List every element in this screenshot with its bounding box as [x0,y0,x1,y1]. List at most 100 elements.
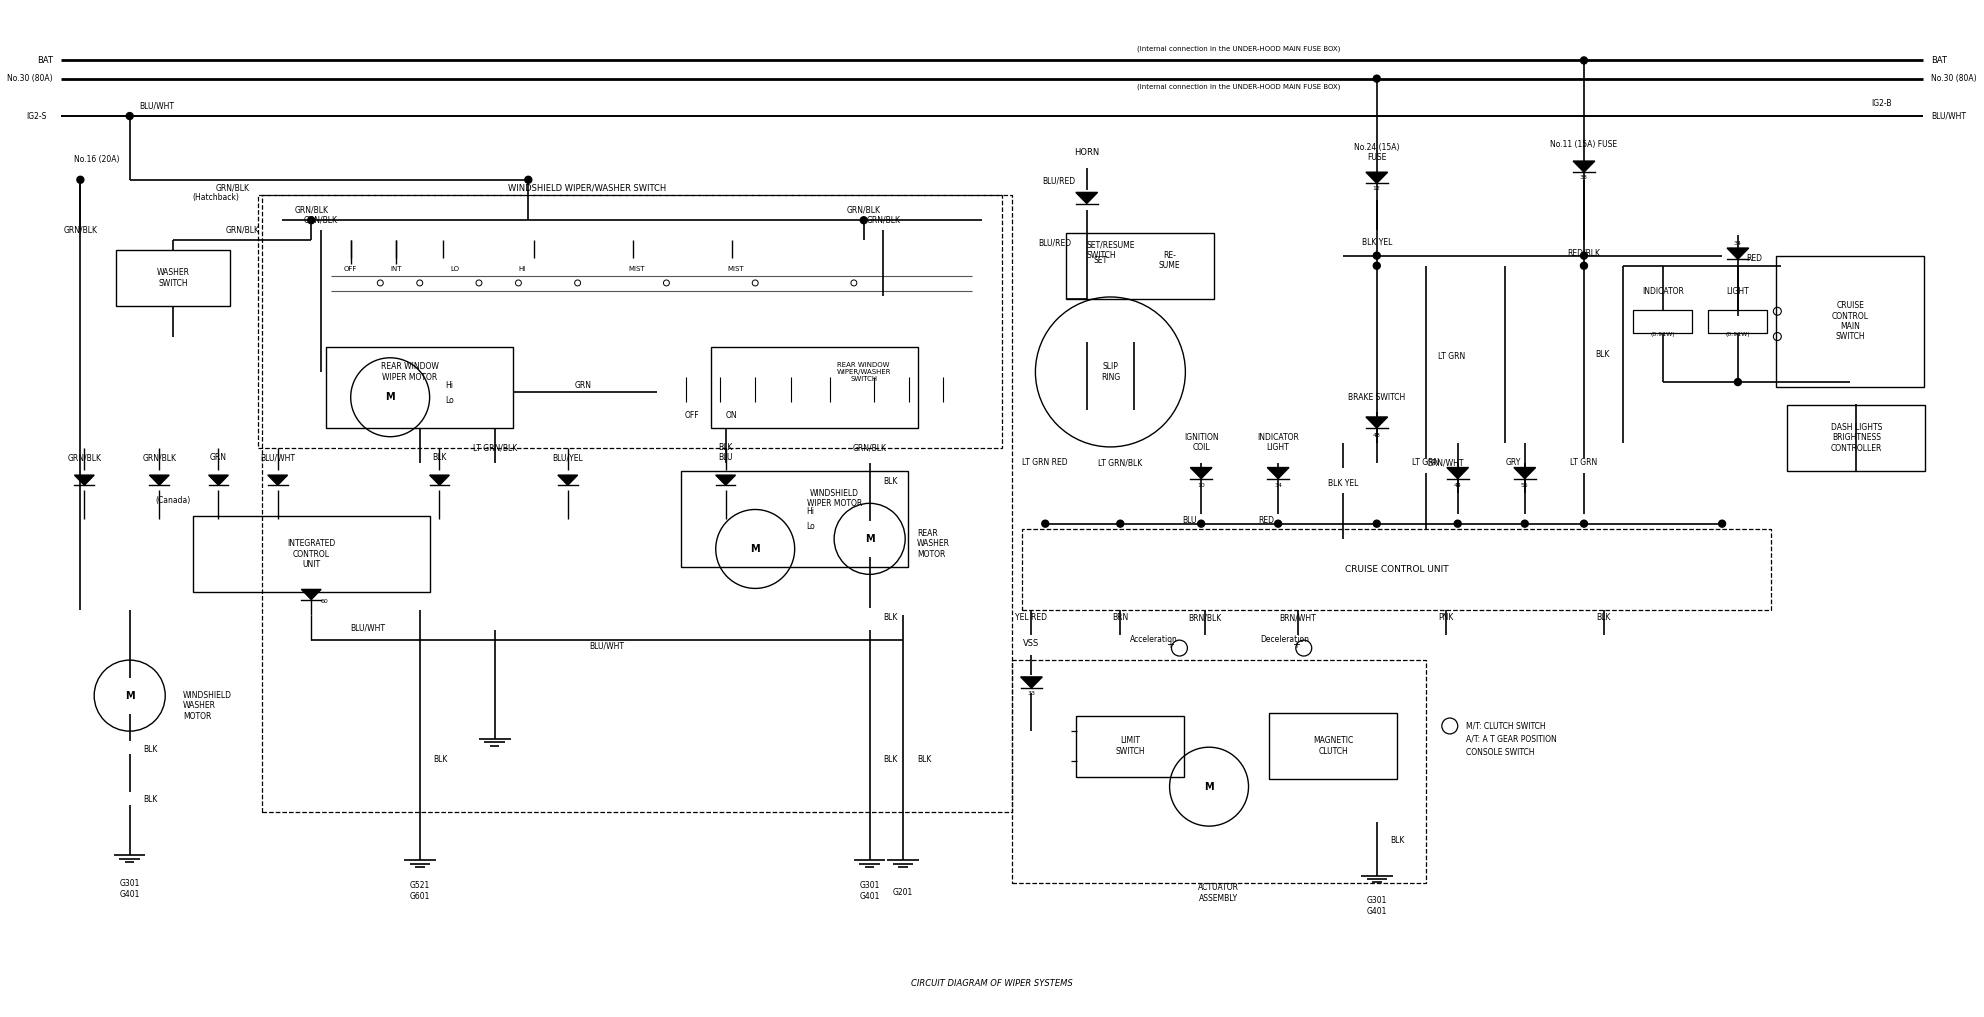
Text: GRN/BLK: GRN/BLK [867,216,901,225]
Text: BAT: BAT [38,56,54,65]
Text: PNK: PNK [1438,613,1454,622]
Text: Lo: Lo [444,396,454,405]
Text: GRN: GRN [575,380,591,390]
Circle shape [1581,262,1587,270]
Circle shape [1373,262,1381,270]
Text: WINDSHIELD WIPER/WASHER SWITCH: WINDSHIELD WIPER/WASHER SWITCH [508,183,667,192]
Bar [192,516,431,592]
Text: GRN/BLK: GRN/BLK [224,226,260,235]
Text: M: M [385,393,395,403]
Polygon shape [1365,172,1387,183]
Text: BLK: BLK [434,755,448,764]
Text: No.11 (15A) FUSE: No.11 (15A) FUSE [1550,140,1617,148]
Text: INTEGRATED
CONTROL
UNIT: INTEGRATED CONTROL UNIT [288,539,335,569]
Text: LO: LO [450,265,460,272]
Text: CIRCUIT DIAGRAM OF WIPER SYSTEMS: CIRCUIT DIAGRAM OF WIPER SYSTEMS [911,979,1073,989]
Text: CRUISE
CONTROL
MAIN
SWITCH: CRUISE CONTROL MAIN SWITCH [1831,301,1869,342]
Text: M: M [1204,782,1214,791]
Circle shape [77,176,83,183]
Circle shape [1734,378,1742,385]
Polygon shape [149,475,169,485]
Text: REAR WINDOW
WIPER/WASHER
SWITCH: REAR WINDOW WIPER/WASHER SWITCH [837,362,891,382]
Text: VSS: VSS [1024,639,1040,648]
Text: 12: 12 [1373,186,1381,191]
Text: LT GRN/BLK: LT GRN/BLK [472,443,518,453]
Text: No.30 (80A): No.30 (80A) [1930,74,1976,83]
Text: (Canada): (Canada) [155,496,190,504]
Text: HI: HI [518,265,526,272]
Text: WASHER
SWITCH: WASHER SWITCH [157,268,190,288]
Text: M: M [125,691,135,701]
Text: IG2-S: IG2-S [26,112,48,121]
Text: BLU: BLU [1182,517,1196,525]
Text: +: + [1165,640,1175,650]
Text: 44: 44 [1454,483,1462,488]
Text: MIST: MIST [629,265,645,272]
Text: BLK: BLK [1595,350,1609,359]
Text: GRN/BLK: GRN/BLK [216,183,250,192]
Text: LT GRN: LT GRN [1571,459,1597,468]
Text: BLK: BLK [1597,613,1611,622]
Text: BLK YEL: BLK YEL [1327,479,1359,488]
Text: LT GRN RED: LT GRN RED [1022,459,1067,468]
Polygon shape [1446,468,1468,479]
Text: GRN/WHT: GRN/WHT [1426,459,1464,468]
Bar [1022,529,1772,609]
Bar [681,471,909,566]
Polygon shape [558,475,577,485]
Text: 34: 34 [1274,483,1282,488]
Bar [1270,713,1397,779]
Text: No.24 (15A)
FUSE: No.24 (15A) FUSE [1353,142,1399,162]
Polygon shape [1726,248,1748,259]
Text: WINDSHIELD
WASHER
MOTOR: WINDSHIELD WASHER MOTOR [183,691,232,721]
Text: REAR WINDOW
WIPER MOTOR: REAR WINDOW WIPER MOTOR [381,362,438,381]
Text: BLU/WHT: BLU/WHT [351,623,385,633]
Polygon shape [1573,161,1595,172]
Text: (0.91W): (0.91W) [1726,332,1750,337]
Circle shape [1454,520,1460,527]
Text: No.30 (80A): No.30 (80A) [8,74,54,83]
Text: 43: 43 [1373,433,1381,438]
Text: M: M [865,534,875,544]
Polygon shape [716,475,736,485]
Text: 34: 34 [1734,241,1742,246]
Text: OFF: OFF [684,411,700,420]
Text: BLU: BLU [718,454,732,463]
Text: BLK YEL: BLK YEL [1361,238,1393,247]
Bar [325,347,514,427]
Text: BLK: BLK [883,613,899,622]
Text: LT GRN/BLK: LT GRN/BLK [1097,459,1143,468]
Circle shape [1373,252,1381,259]
Text: BRAKE SWITCH: BRAKE SWITCH [1349,393,1405,402]
Text: LT GRN: LT GRN [1413,459,1440,468]
Text: G301
G401: G301 G401 [859,881,879,900]
Text: M/T: CLUTCH SWITCH: M/T: CLUTCH SWITCH [1466,721,1546,730]
Polygon shape [1514,468,1536,479]
Text: BLU/WHT: BLU/WHT [139,102,175,111]
Text: GRN/BLK: GRN/BLK [67,454,101,463]
Polygon shape [1020,677,1042,689]
Text: BLK: BLK [433,454,446,463]
Text: DASH LIGHTS
BRIGHTNESS
CONTROLLER: DASH LIGHTS BRIGHTNESS CONTROLLER [1831,423,1883,453]
Circle shape [1373,75,1381,82]
Bar [1065,233,1214,299]
Text: Lo: Lo [806,522,815,531]
Text: GRY: GRY [1506,459,1520,468]
Text: BLU/WHT: BLU/WHT [1930,112,1966,121]
Text: BLU/RED: BLU/RED [1038,239,1071,248]
Text: INDICATOR
LIGHT: INDICATOR LIGHT [1258,433,1300,453]
Text: WINDSHIELD
WIPER MOTOR: WINDSHIELD WIPER MOTOR [807,489,861,508]
Text: GRN/BLK: GRN/BLK [847,205,881,215]
Text: SET: SET [1093,256,1107,265]
Text: M: M [750,544,760,554]
Text: BLU/YEL: BLU/YEL [552,454,583,463]
Text: G201: G201 [893,889,913,897]
Text: +: + [1292,640,1300,650]
Polygon shape [75,475,93,485]
Polygon shape [268,475,288,485]
Text: Deceleration: Deceleration [1260,636,1309,645]
Text: BLK: BLK [1391,836,1405,845]
Text: RED: RED [1258,517,1274,525]
Circle shape [1522,520,1528,527]
Text: GRN/BLK: GRN/BLK [294,205,327,215]
